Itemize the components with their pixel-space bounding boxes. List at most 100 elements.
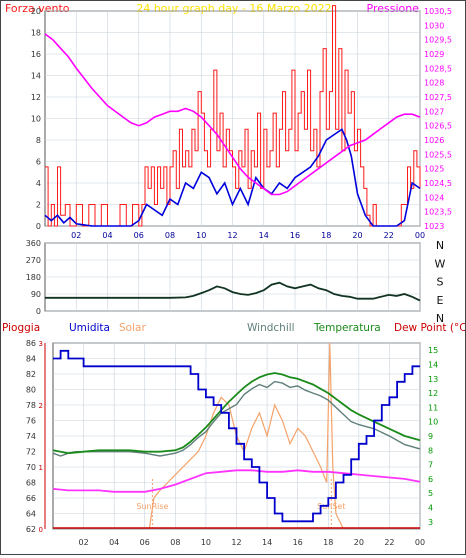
pressure-y-tick-3: 1024,5 — [424, 179, 452, 188]
wind-y-tick-4: 8 — [36, 136, 41, 145]
direction-label-3: E — [437, 294, 444, 307]
rain-y-tick-2: 2 — [39, 402, 43, 410]
dewpoint-series — [52, 469, 421, 493]
pressure-y-tick-9: 1027,5 — [424, 93, 452, 102]
rain-y-tick-0: 0 — [39, 526, 43, 534]
wind-gust-series — [45, 5, 421, 227]
temperature-panel-series: SunRise SunSet — [52, 342, 421, 530]
temp-y-tick-4: 7 — [428, 461, 433, 470]
humidity-y-tick-2: 66 — [26, 494, 36, 503]
wind-time-tick-11: 00 — [415, 231, 425, 240]
legend-0: Pioggia — [2, 322, 40, 334]
humidity-y-tick-9: 80 — [26, 386, 36, 395]
wind-time-tick-1: 04 — [102, 231, 112, 240]
wind-panel-axes: 02 04 06 08 10 12 14 16 18 20 22 000246810121416182… — [31, 7, 452, 240]
wind-direction-series — [45, 281, 421, 302]
direction-label-0: N — [436, 239, 444, 252]
temp-y-tick-7: 10 — [428, 418, 438, 427]
wind-time-tick-0: 02 — [71, 231, 81, 240]
header-title: 24 hour graph day - 16 Marzo 2022 — [136, 2, 331, 15]
wind-time-tick-2: 06 — [134, 231, 144, 240]
wind-avg-series — [44, 128, 421, 227]
temp-time-tick-10: 22 — [384, 538, 394, 547]
pressure-y-tick-7: 1026,5 — [424, 122, 452, 131]
wind-y-tick-9: 18 — [31, 29, 41, 38]
pressure-y-tick-15: 1030,5 — [424, 7, 452, 16]
temp-time-tick-4: 10 — [201, 538, 211, 547]
sunset-label: SunSet — [317, 502, 345, 511]
pressure-y-tick-5: 1025,5 — [424, 150, 452, 159]
pressure-y-tick-0: 1023 — [424, 222, 444, 231]
pressure-y-tick-11: 1028,5 — [424, 64, 452, 73]
humidity-y-tick-12: 86 — [26, 339, 36, 348]
temp-time-tick-3: 08 — [170, 538, 180, 547]
direction-panel-series — [45, 281, 421, 302]
direction-y-tick-3: 270 — [26, 256, 41, 265]
humidity-y-tick-4: 70 — [26, 463, 36, 472]
direction-y-tick-0: 0 — [36, 307, 41, 316]
wind-y-tick-1: 2 — [36, 201, 41, 210]
temp-y-tick-12: 15 — [428, 346, 438, 355]
humidity-y-tick-11: 84 — [26, 355, 36, 364]
wind-time-tick-9: 20 — [352, 231, 362, 240]
wind-y-tick-8: 16 — [31, 50, 41, 59]
pressure-y-tick-12: 1029 — [424, 50, 444, 59]
windchill-series — [52, 380, 421, 457]
temperature-panel-legend: Pioggia Umidita Solar Windchill Temperatura D… — [2, 322, 466, 334]
wind-y-tick-0: 0 — [36, 222, 41, 231]
pressure-y-tick-14: 1030 — [424, 21, 444, 30]
wind-y-tick-6: 12 — [31, 93, 41, 102]
wind-time-tick-5: 12 — [227, 231, 237, 240]
wind-time-tick-7: 16 — [290, 231, 300, 240]
temp-time-tick-9: 20 — [354, 538, 364, 547]
temp-y-tick-11: 14 — [428, 360, 438, 369]
temp-y-tick-2: 5 — [428, 489, 433, 498]
temp-y-tick-6: 9 — [428, 432, 433, 441]
direction-label-2: S — [437, 276, 444, 289]
pressure-y-tick-10: 1028 — [424, 79, 444, 88]
temp-y-tick-9: 12 — [428, 389, 438, 398]
pressure-y-tick-1: 1023,5 — [424, 208, 452, 217]
humidity-y-tick-10: 82 — [26, 370, 36, 379]
rain-y-tick-1: 1 — [39, 464, 43, 472]
wind-time-tick-6: 14 — [259, 231, 269, 240]
wind-y-tick-10: 20 — [31, 7, 41, 16]
temp-y-tick-5: 8 — [428, 446, 433, 455]
temp-time-tick-0: 02 — [78, 538, 88, 547]
temp-time-tick-11: 00 — [415, 538, 425, 547]
wind-time-tick-10: 22 — [384, 231, 394, 240]
temperature-panel-axes: 02 04 06 08 10 12 14 16 18 20 22 006264666870727476… — [26, 339, 438, 547]
legend-4: Temperatura — [313, 322, 381, 334]
temp-time-tick-5: 12 — [231, 538, 241, 547]
temp-time-tick-2: 06 — [140, 538, 150, 547]
direction-y-tick-4: 360 — [26, 239, 41, 248]
temp-y-tick-10: 13 — [428, 375, 438, 384]
legend-3: Windchill — [247, 322, 295, 334]
temp-time-tick-7: 16 — [293, 538, 303, 547]
temp-y-tick-0: 3 — [428, 518, 433, 527]
temp-time-tick-1: 04 — [109, 538, 119, 547]
humidity-y-tick-8: 78 — [26, 401, 36, 410]
temp-y-tick-8: 11 — [428, 403, 438, 412]
pressure-y-tick-13: 1029,5 — [424, 36, 452, 45]
direction-y-tick-2: 180 — [26, 273, 41, 282]
direction-label-4: N — [436, 312, 444, 325]
wind-panel-series — [44, 5, 421, 227]
rain-y-tick-3: 3 — [39, 340, 43, 348]
temperature-series — [52, 372, 421, 455]
wind-y-tick-2: 4 — [36, 179, 41, 188]
legend-2: Solar — [119, 322, 146, 334]
header-left-label: Forza vento — [5, 2, 70, 15]
header-right-label: Pressione — [367, 2, 420, 15]
temp-time-tick-6: 14 — [262, 538, 272, 547]
direction-panel-grid — [45, 242, 421, 312]
wind-y-tick-5: 10 — [31, 115, 41, 124]
pressure-series — [44, 33, 421, 196]
temp-y-tick-1: 4 — [428, 504, 433, 513]
humidity-y-tick-1: 64 — [26, 510, 36, 519]
pressure-y-tick-2: 1024 — [424, 193, 444, 202]
pressure-y-tick-4: 1025 — [424, 165, 444, 174]
wind-time-tick-4: 10 — [196, 231, 206, 240]
